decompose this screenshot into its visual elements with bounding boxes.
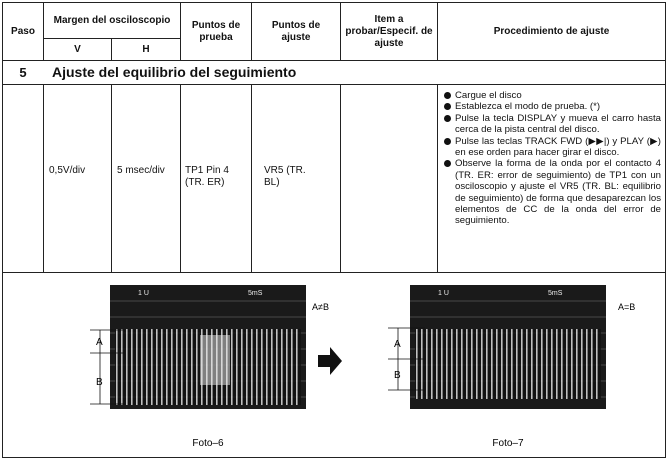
- step: Cargue el disco: [443, 90, 661, 101]
- photo: 1 U 5mS A B A=B Foto–7: [388, 285, 635, 449]
- steps: Cargue el disco Establezca el modo de pr…: [443, 90, 661, 227]
- header-cell: Procedimiento de ajuste: [493, 25, 610, 37]
- header-cell: Item a probar/Especif. de ajuste: [345, 13, 433, 49]
- header-cell: Puntos de prueba: [191, 19, 241, 43]
- label: A: [394, 339, 401, 350]
- caption: Foto–6: [192, 438, 224, 449]
- header-cell: H: [142, 43, 150, 55]
- label: B: [394, 370, 401, 381]
- photos: 1 U 5mS A B A≠B Foto–6 1 U 5mS A B A=B F…: [90, 285, 635, 449]
- photo: 1 U 5mS A B A≠B Foto–6: [90, 285, 329, 449]
- scope-label: 1 U: [438, 290, 449, 297]
- step: Pulse la tecla DISPLAY y mueva el carro …: [443, 113, 661, 136]
- scope-label: 5mS: [548, 290, 563, 297]
- step: Observe la forma de la onda por el conta…: [443, 158, 661, 226]
- cell-text: 0,5V/div: [49, 165, 86, 176]
- label: A≠B: [312, 302, 329, 312]
- cell-text: VR5 (TR. BL): [264, 165, 306, 188]
- scope-label: 1 U: [138, 290, 149, 297]
- section-title: Ajuste del equilibrio del seguimiento: [52, 64, 297, 80]
- label: B: [96, 377, 103, 388]
- header-cell: Paso: [11, 25, 35, 37]
- header-cell: Margen del osciloscopio: [53, 14, 171, 26]
- cell-text: 5 msec/div: [117, 165, 165, 176]
- caption: Foto–7: [492, 438, 524, 449]
- header-cell: V: [74, 43, 81, 55]
- step: Establezca el modo de prueba. (*): [443, 101, 661, 112]
- cell-text: TP1 Pin 4 (TR. ER): [185, 165, 229, 188]
- label: A: [96, 337, 103, 348]
- scope-label: 5mS: [248, 290, 263, 297]
- step: Pulse las teclas TRACK FWD (▶▶|) y PLAY …: [443, 136, 661, 159]
- section-number: 5: [19, 65, 27, 80]
- label: A=B: [618, 302, 635, 312]
- header-cell: Puntos de ajuste: [271, 19, 321, 43]
